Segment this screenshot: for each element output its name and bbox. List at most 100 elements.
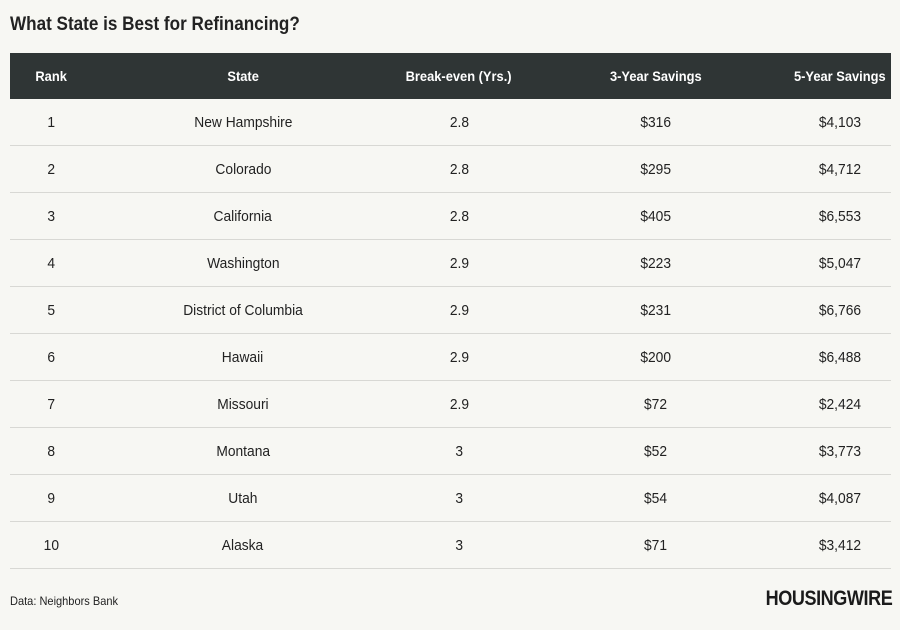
cell-value: Colorado [214, 160, 272, 178]
rank-cell: 1 [10, 99, 92, 146]
state-cell: Alaska [92, 521, 394, 569]
cell-value: 10 [43, 536, 59, 554]
table-header-row: Rank State Break-even (Yrs.) 3-Year Savings… [10, 53, 891, 99]
cell-value: 2.8 [449, 160, 469, 178]
rank-cell: 3 [10, 192, 92, 240]
cell-value: 1 [47, 113, 55, 131]
cell-value: $200 [640, 348, 672, 366]
cell-value: 5 [47, 301, 55, 319]
three-year-savings-cell: $231 [524, 286, 788, 334]
cell-value: 2 [47, 160, 55, 178]
cell-value: New Hampshire [193, 113, 293, 131]
cell-value: 8 [47, 442, 55, 460]
three-year-savings-cell: $200 [524, 333, 788, 381]
state-cell: Missouri [92, 380, 394, 428]
five-year-savings-cell: $3,412 [788, 521, 891, 569]
cell-value: $4,712 [818, 160, 861, 178]
break-even-cell: 3 [394, 521, 524, 569]
cell-value: California [213, 207, 273, 225]
five-year-savings-cell: $4,712 [788, 145, 891, 193]
cell-value: $6,553 [818, 207, 861, 225]
state-cell: Montana [92, 427, 394, 475]
cell-value: $6,488 [818, 348, 861, 366]
cell-value: $72 [644, 395, 668, 413]
cell-value: 3 [455, 536, 463, 554]
state-cell: Washington [92, 239, 394, 287]
column-header-label: Break-even (Yrs.) [406, 68, 512, 84]
cell-value: 2.8 [449, 207, 469, 225]
cell-value: 9 [47, 489, 55, 507]
cell-value: $3,773 [818, 442, 861, 460]
cell-value: $2,424 [818, 395, 861, 413]
cell-value: $54 [644, 489, 668, 507]
table-row: 3 California 2.8 $405 $6,553 [10, 192, 891, 240]
table-row: 7 Missouri 2.9 $72 $2,424 [10, 380, 891, 428]
break-even-cell: 2.8 [394, 99, 524, 146]
rank-cell: 7 [10, 380, 92, 428]
three-year-savings-cell: $54 [524, 474, 788, 522]
cell-value: 7 [47, 395, 55, 413]
table-row: 5 District of Columbia 2.9 $231 $6,766 [10, 286, 891, 334]
cell-value: 3 [455, 489, 463, 507]
cell-value: $4,103 [818, 113, 861, 131]
rank-cell: 4 [10, 239, 92, 287]
cell-value: 2.9 [449, 395, 469, 413]
cell-value: Alaska [222, 536, 264, 554]
break-even-cell: 2.9 [394, 380, 524, 428]
three-year-savings-cell: $223 [524, 239, 788, 287]
state-cell: California [92, 192, 394, 240]
cell-value: $295 [640, 160, 672, 178]
table-body: 1 New Hampshire 2.8 $316 $4,103 2 Colorado 2.8 $… [10, 99, 891, 569]
cell-value: 2.8 [449, 113, 469, 131]
five-year-savings-cell: $3,773 [788, 427, 891, 475]
cell-value: 3 [455, 442, 463, 460]
column-header-label: State [227, 68, 259, 84]
cell-value: $231 [640, 301, 672, 319]
break-even-cell: 2.9 [394, 286, 524, 334]
state-cell: New Hampshire [92, 99, 394, 146]
chart-title: What State is Best for Refinancing? [10, 14, 300, 35]
data-source-note: Data: Neighbors Bank [10, 594, 119, 608]
three-year-savings-cell: $316 [524, 99, 788, 146]
break-even-cell: 2.8 [394, 192, 524, 240]
table-row: 2 Colorado 2.8 $295 $4,712 [10, 145, 891, 193]
table-row: 10 Alaska 3 $71 $3,412 [10, 521, 891, 569]
column-header-label: 5-Year Savings [793, 68, 886, 84]
cell-value: $6,766 [818, 301, 861, 319]
table-row: 8 Montana 3 $52 $3,773 [10, 427, 891, 475]
rank-cell: 10 [10, 521, 92, 569]
cell-value: $52 [644, 442, 668, 460]
housingwire-logo: HOUSINGWIRE [765, 587, 892, 610]
cell-value: $405 [640, 207, 672, 225]
column-header-label: Rank [35, 68, 67, 84]
header-rank: Rank [10, 53, 92, 99]
cell-value: $4,087 [818, 489, 861, 507]
cell-value: 2.9 [449, 254, 469, 272]
state-cell: Hawaii [92, 333, 394, 381]
header-break-even: Break-even (Yrs.) [394, 53, 524, 99]
five-year-savings-cell: $6,553 [788, 192, 891, 240]
five-year-savings-cell: $6,766 [788, 286, 891, 334]
three-year-savings-cell: $405 [524, 192, 788, 240]
rank-cell: 5 [10, 286, 92, 334]
cell-value: Utah [228, 489, 258, 507]
cell-value: $3,412 [818, 536, 861, 554]
cell-value: $316 [640, 113, 672, 131]
cell-value: $71 [644, 536, 668, 554]
column-header-label: 3-Year Savings [610, 68, 702, 84]
header-3-year-savings: 3-Year Savings [524, 53, 788, 99]
cell-value: 3 [47, 207, 55, 225]
table-row: 4 Washington 2.9 $223 $5,047 [10, 239, 891, 287]
header-state: State [92, 53, 394, 99]
cell-value: 2.9 [449, 348, 469, 366]
break-even-cell: 2.8 [394, 145, 524, 193]
cell-value: Washington [206, 254, 280, 272]
state-cell: Utah [92, 474, 394, 522]
cell-value: Missouri [217, 395, 269, 413]
five-year-savings-cell: $4,103 [788, 99, 891, 146]
five-year-savings-cell: $6,488 [788, 333, 891, 381]
cell-value: $223 [640, 254, 672, 272]
break-even-cell: 3 [394, 427, 524, 475]
cell-value: 6 [47, 348, 55, 366]
five-year-savings-cell: $5,047 [788, 239, 891, 287]
